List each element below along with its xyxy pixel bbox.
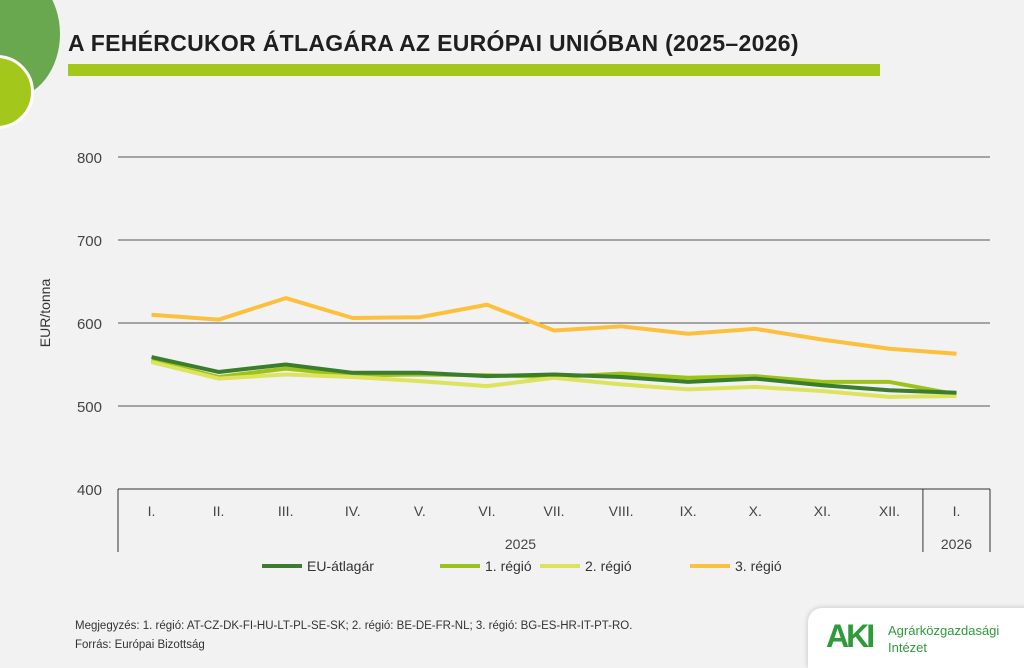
line-chart: 400 500 600 700 800 EUR/tonna I. II. III. IV. V. VI… (0, 0, 1024, 600)
y-tick-label: 500 (77, 399, 102, 416)
y-tick-label: 400 (77, 482, 102, 499)
x-tick-label: VIII. (609, 503, 634, 519)
x-tick-label: IX. (680, 503, 697, 519)
y-tick-label: 700 (77, 233, 102, 250)
x-tick-label: X. (749, 503, 762, 519)
legend-label: 1. régió (485, 558, 532, 574)
x-tick-label: V. (414, 503, 426, 519)
x-tick-label: VII. (543, 503, 564, 519)
x-tick-label: III. (278, 503, 294, 519)
x-group-label: 2026 (941, 536, 972, 552)
x-tick-label: I. (148, 503, 156, 519)
note-text: Megjegyzés: 1. régió: AT-CZ-DK-FI-HU-LT-… (75, 620, 632, 632)
x-tick-label: IV. (345, 503, 361, 519)
series-line-3 (152, 298, 957, 354)
y-axis-label: EUR/tonna (37, 279, 53, 348)
legend-label: 3. régió (735, 558, 782, 574)
x-tick-label: VI. (478, 503, 495, 519)
logo-name: Agrárközgazdasági Intézet (888, 622, 999, 656)
source-text: Forrás: Európai Bizottság (75, 639, 205, 651)
x-tick-label: XII. (879, 503, 900, 519)
x-tick-label: II. (213, 503, 225, 519)
y-tick-label: 800 (77, 150, 102, 167)
x-group-label: 2025 (505, 536, 536, 552)
y-tick-label: 600 (77, 316, 102, 333)
legend-label: EU-átlagár (307, 558, 374, 574)
legend-label: 2. régió (585, 558, 632, 574)
aki-logo: AKI Agrárközgazdasági Intézet (808, 608, 1024, 668)
x-tick-label: XI. (814, 503, 831, 519)
logo-line2: Intézet (888, 640, 927, 655)
x-tick-label: I. (953, 503, 961, 519)
logo-line1: Agrárközgazdasági (888, 623, 999, 638)
logo-mark: AKI (826, 618, 872, 655)
